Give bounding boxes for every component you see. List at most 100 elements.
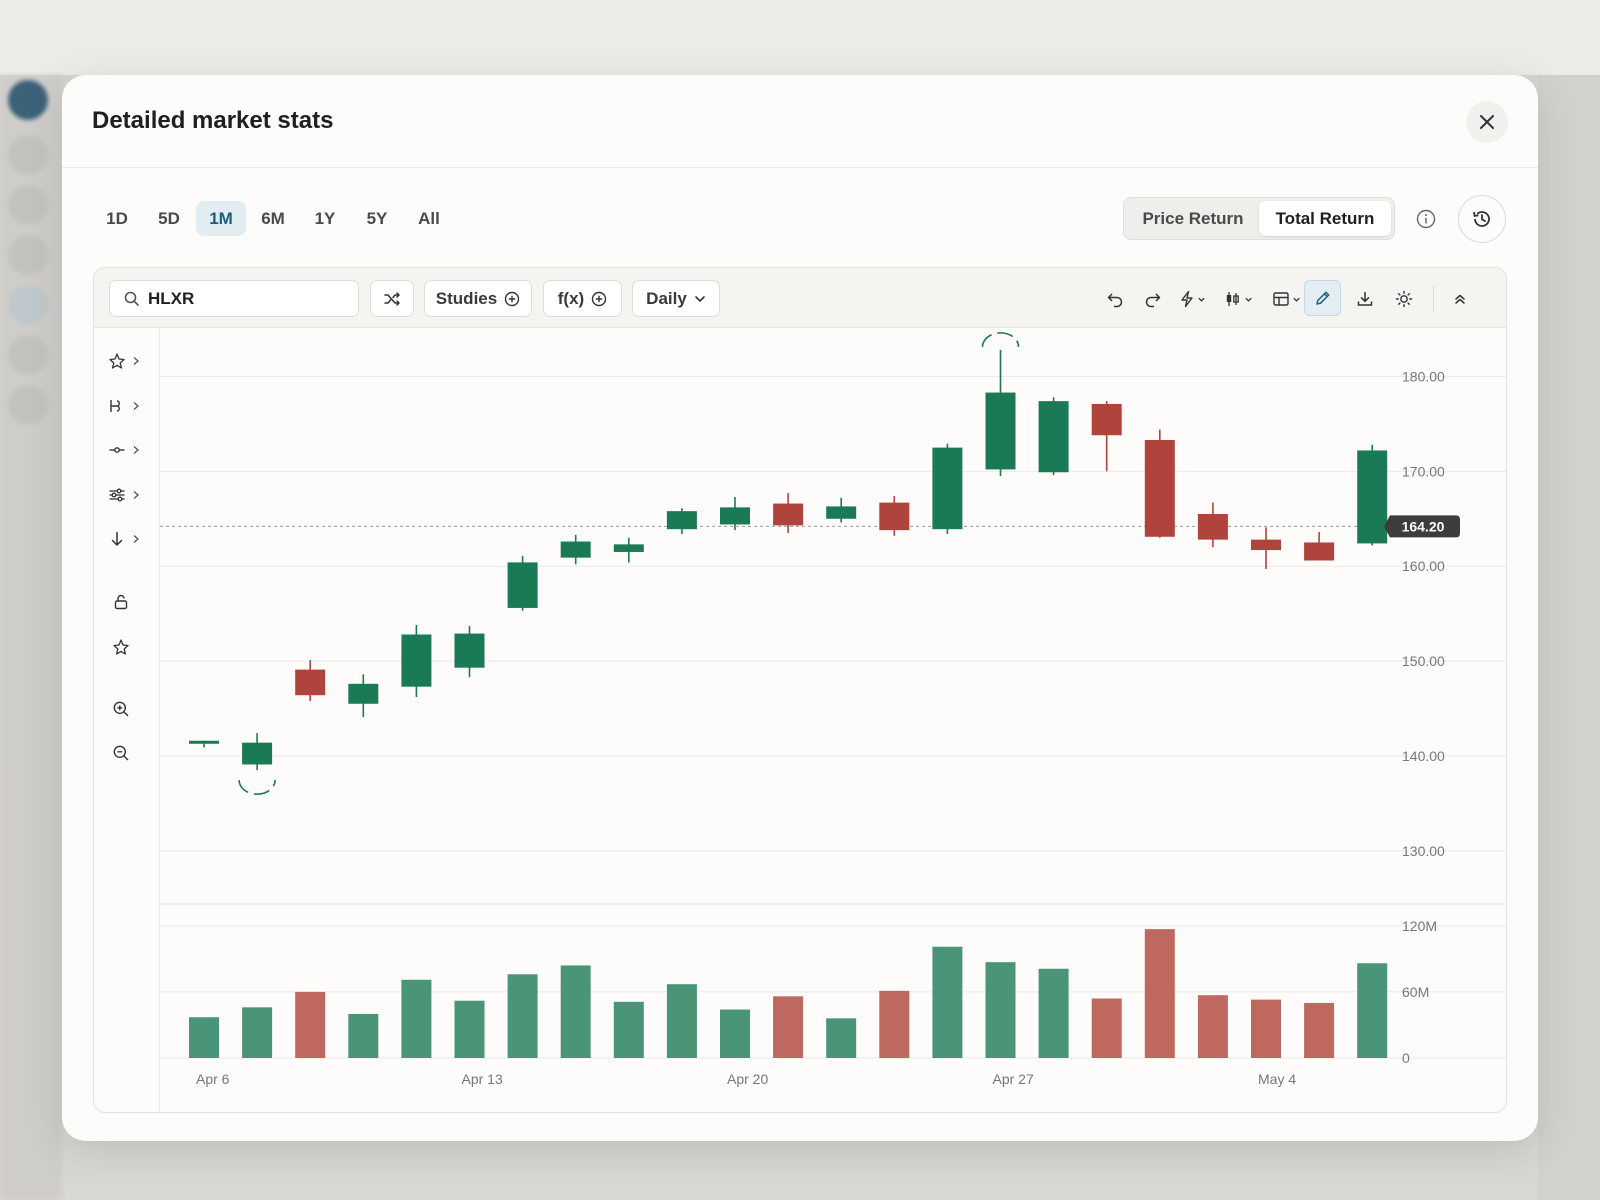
x-tick-label: Apr 20 [727, 1071, 768, 1087]
chevron-right-icon [133, 446, 139, 454]
arrow-down-icon [111, 531, 123, 546]
interval-label: Daily [646, 288, 687, 308]
symbol-search [109, 280, 359, 317]
range-6m-button[interactable]: 6M [248, 201, 298, 236]
modal-title: Detailed market stats [92, 107, 334, 134]
volume-bar [666, 984, 697, 1058]
volume-bar [985, 962, 1016, 1058]
price-tick-label: 140.00 [1402, 748, 1445, 764]
redo-button[interactable] [1138, 283, 1168, 315]
info-button[interactable] [1412, 205, 1440, 233]
candle-body [454, 633, 485, 668]
events-menu-button[interactable] [1174, 283, 1210, 315]
range-1y-button[interactable]: 1Y [300, 201, 350, 236]
download-button[interactable] [1350, 283, 1380, 315]
info-icon [1416, 209, 1436, 229]
range-5y-button[interactable]: 5Y [352, 201, 402, 236]
volume-bar [242, 1007, 273, 1058]
price-tick-label: 160.00 [1402, 558, 1445, 574]
price-tick-label: 180.00 [1402, 368, 1445, 384]
range-1d-button[interactable]: 1D [92, 201, 142, 236]
lock-icon [114, 594, 128, 610]
background-nav-item [8, 385, 48, 425]
compare-button[interactable] [370, 280, 414, 317]
zoom-out-button[interactable] [112, 738, 142, 768]
candle-body [1197, 514, 1228, 540]
favorite-button[interactable] [112, 632, 142, 662]
price-tick-label: 150.00 [1402, 653, 1445, 669]
chart-type-button[interactable] [1218, 283, 1258, 315]
volume-bar [348, 1013, 379, 1058]
shuffle-icon [384, 291, 400, 306]
line-tool[interactable] [108, 435, 148, 465]
candle-body [666, 511, 697, 530]
history-button[interactable] [1458, 195, 1506, 243]
background-avatar [8, 80, 48, 120]
candle-body [295, 669, 326, 696]
volume-bar [454, 1000, 485, 1058]
event-marker [981, 332, 1020, 347]
modal-header: Detailed market stats [62, 75, 1538, 168]
background-nav-item [8, 285, 48, 325]
add-circle-icon [592, 291, 607, 306]
function-button[interactable]: f(x) [543, 280, 622, 317]
zoom-out-icon [113, 745, 129, 761]
theme-button[interactable] [1389, 283, 1419, 315]
sun-icon [1395, 290, 1413, 308]
symbol-input[interactable] [148, 288, 348, 309]
line-segment-icon [109, 447, 125, 453]
chevron-double-up-icon [1455, 294, 1465, 304]
pitchfork-icon [110, 400, 120, 412]
volume-bar [720, 1009, 750, 1058]
candle-body [560, 541, 591, 558]
add-circle-icon [505, 291, 520, 306]
price-return-button[interactable]: Price Return [1127, 201, 1259, 236]
shapes-tool[interactable] [108, 346, 148, 376]
volume-bar [826, 1018, 857, 1058]
undo-button[interactable] [1100, 283, 1130, 315]
chart-panel: Studies f(x) Daily [93, 267, 1507, 1113]
volume-bar [560, 965, 591, 1058]
close-icon [1480, 115, 1494, 129]
candle-body [348, 683, 379, 704]
arrow-tool[interactable] [108, 524, 148, 554]
background-nav-item [8, 235, 48, 275]
close-button[interactable] [1466, 101, 1508, 143]
studies-label: Studies [435, 288, 498, 308]
chevron-down-icon [1292, 297, 1300, 302]
draw-button[interactable] [1304, 280, 1341, 316]
candle-body [985, 392, 1016, 470]
search-icon [124, 291, 140, 306]
layout-button[interactable] [1266, 283, 1306, 315]
total-return-button[interactable]: Total Return [1259, 201, 1391, 236]
collapse-toolbar-button[interactable] [1445, 283, 1475, 315]
range-1m-button[interactable]: 1M [196, 201, 246, 236]
candle-body [507, 562, 538, 608]
interval-dropdown[interactable]: Daily [632, 280, 720, 317]
zoom-in-icon [113, 701, 129, 717]
volume-bar [1144, 929, 1175, 1058]
background-nav-item [8, 135, 48, 175]
candle-body [1251, 539, 1281, 551]
chevron-right-icon [133, 535, 139, 543]
chevron-right-icon [133, 357, 139, 365]
adjust-tool[interactable] [108, 480, 148, 510]
candle-body [1304, 542, 1335, 561]
function-label: f(x) [557, 288, 585, 308]
x-tick-label: Apr 27 [993, 1071, 1034, 1087]
studies-button[interactable]: Studies [424, 280, 532, 317]
volume-bar [401, 979, 432, 1058]
zoom-in-button[interactable] [112, 694, 142, 724]
chevron-right-icon [133, 491, 139, 499]
range-all-button[interactable]: All [404, 201, 454, 236]
price-tick-label: 130.00 [1402, 843, 1445, 859]
chevron-down-icon [695, 295, 705, 302]
range-5d-button[interactable]: 5D [144, 201, 194, 236]
x-tick-label: May 4 [1258, 1071, 1296, 1087]
volume-bar [879, 990, 910, 1058]
price-chart[interactable]: 130.00 140.00 150.00 160.00 170.00 180.00 0 60M… [94, 268, 1507, 1113]
fork-tool[interactable] [108, 391, 148, 421]
candle-body [720, 507, 750, 525]
lock-drawings-button[interactable] [112, 587, 142, 617]
current-price-label: 164.20 [1402, 518, 1445, 534]
